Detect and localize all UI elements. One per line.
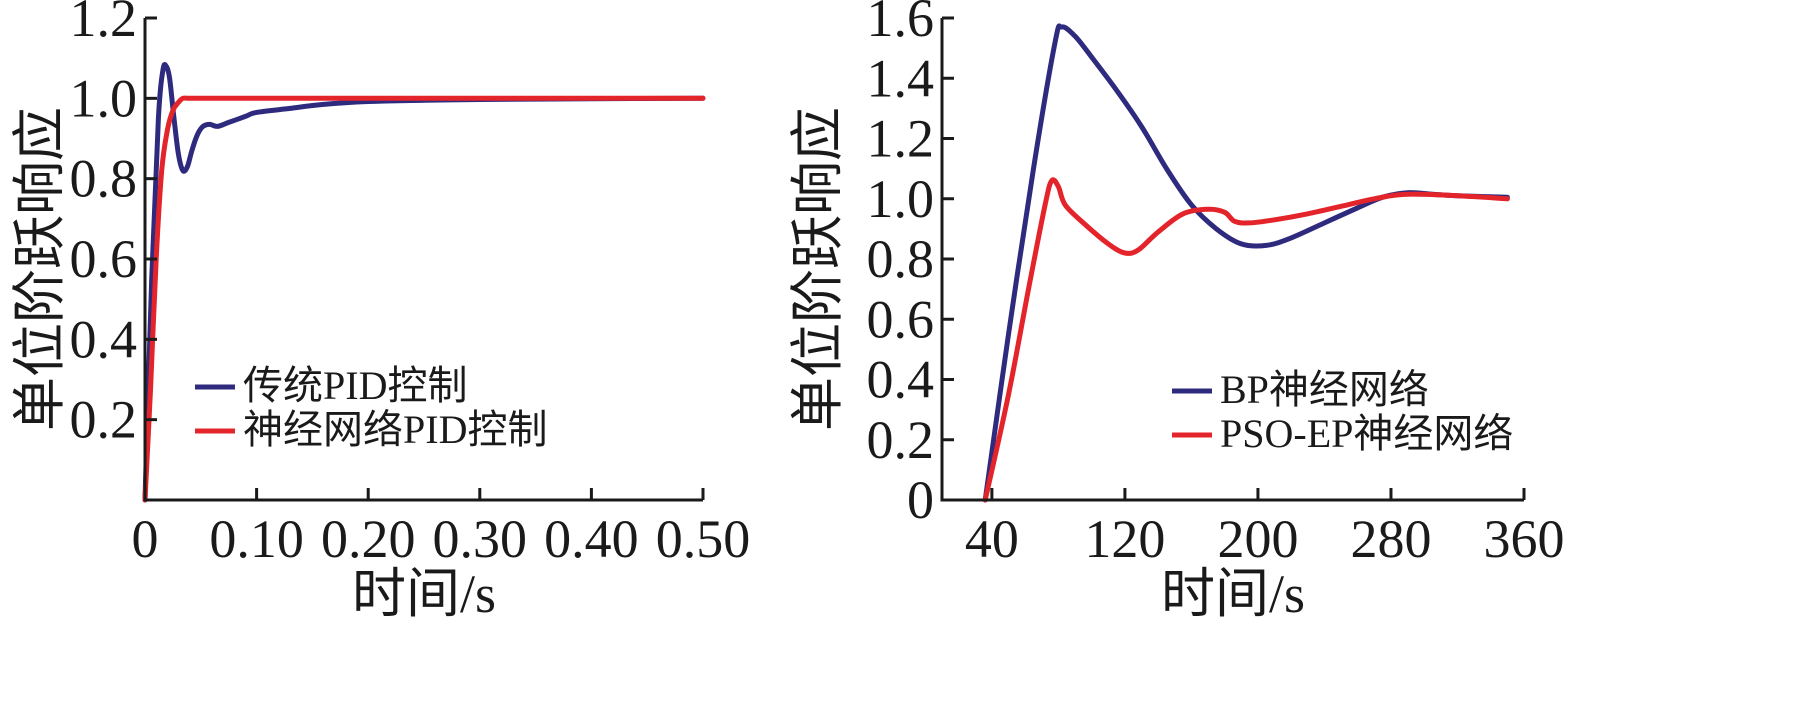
right-chart: 40 120 200 280 36000.20.40.60.81.01.21.41.6 … (788, 0, 1565, 624)
right-chart-series-group (982, 23, 1510, 503)
right-chart-y-tick-label: 0 (907, 470, 934, 530)
right-chart-y-tick-label: 1.0 (867, 169, 935, 229)
left-chart-y-axis-label: 单位阶跃响应 (10, 107, 70, 431)
right-chart-y-tick-label: 0.4 (867, 350, 935, 410)
left-chart-x-tick-label: 0 (132, 509, 159, 569)
right-chart-y-tick-label: 0.8 (867, 229, 935, 289)
left-chart: 0 0.10 0.20 0.30 0.40 0.500.20.40.60.81.01.2 … (10, 0, 750, 624)
right-chart-x-tick-label: 360 (1484, 509, 1565, 569)
right-chart-x-tick-label: 200 (1217, 509, 1298, 569)
right-chart-legend-label-0: BP神经网络 (1220, 367, 1429, 412)
left-chart-x-tick-label: 0.10 (209, 509, 304, 569)
left-chart-x-tick-label: 0.40 (544, 509, 639, 569)
left-chart-x-tick-label: 0.50 (656, 509, 751, 569)
right-chart-series-line-1 (982, 177, 1510, 503)
left-chart-y-tick-label: 0.6 (70, 229, 138, 289)
left-chart-y-tick-label: 1.2 (70, 0, 138, 48)
right-chart-x-axis-label: 时间/s (1161, 564, 1305, 624)
left-chart-x-tick-label: 0.20 (321, 509, 416, 569)
left-chart-legend-label-1: 神经网络PID控制 (243, 407, 547, 452)
left-chart-y-tick-label: 0.4 (70, 309, 138, 369)
right-chart-y-tick-label: 1.4 (867, 48, 935, 108)
left-chart-x-tick-label: 0.30 (433, 509, 528, 569)
right-chart-x-tick-label: 280 (1350, 509, 1431, 569)
left-chart-legend-label-0: 传统PID控制 (243, 363, 467, 408)
right-chart-ticks (942, 16, 1526, 502)
right-chart-y-tick-label: 0.2 (867, 410, 935, 470)
left-chart-ticks (143, 16, 705, 500)
right-chart-legend-label-1: PSO-EP神经网络 (1220, 411, 1513, 456)
right-chart-y-tick-label: 0.6 (867, 289, 935, 349)
right-chart-y-tick-label: 1.2 (867, 109, 935, 169)
left-chart-y-tick-label: 1.0 (70, 68, 138, 128)
right-chart-y-tick-label: 1.6 (867, 0, 935, 48)
left-chart-y-tick-label: 0.2 (70, 390, 138, 450)
left-chart-x-axis-label: 时间/s (352, 564, 496, 624)
right-chart-tick-labels: 40 120 200 280 360 00.20.40.60.81.01.21.41.6 (867, 0, 1565, 569)
left-chart-y-tick-label: 0.8 (70, 149, 138, 209)
right-chart-x-tick-label: 40 (965, 509, 1019, 569)
left-chart-series-line-0 (142, 61, 706, 503)
left-chart-tick-labels: 0 0.10 0.20 0.30 0.40 0.50 0.2 0.4 0.6 0.8 1.0 1.2 (70, 0, 751, 569)
right-chart-x-tick-label: 120 (1084, 509, 1165, 569)
right-chart-y-axis-label: 单位阶跃响应 (788, 107, 848, 431)
